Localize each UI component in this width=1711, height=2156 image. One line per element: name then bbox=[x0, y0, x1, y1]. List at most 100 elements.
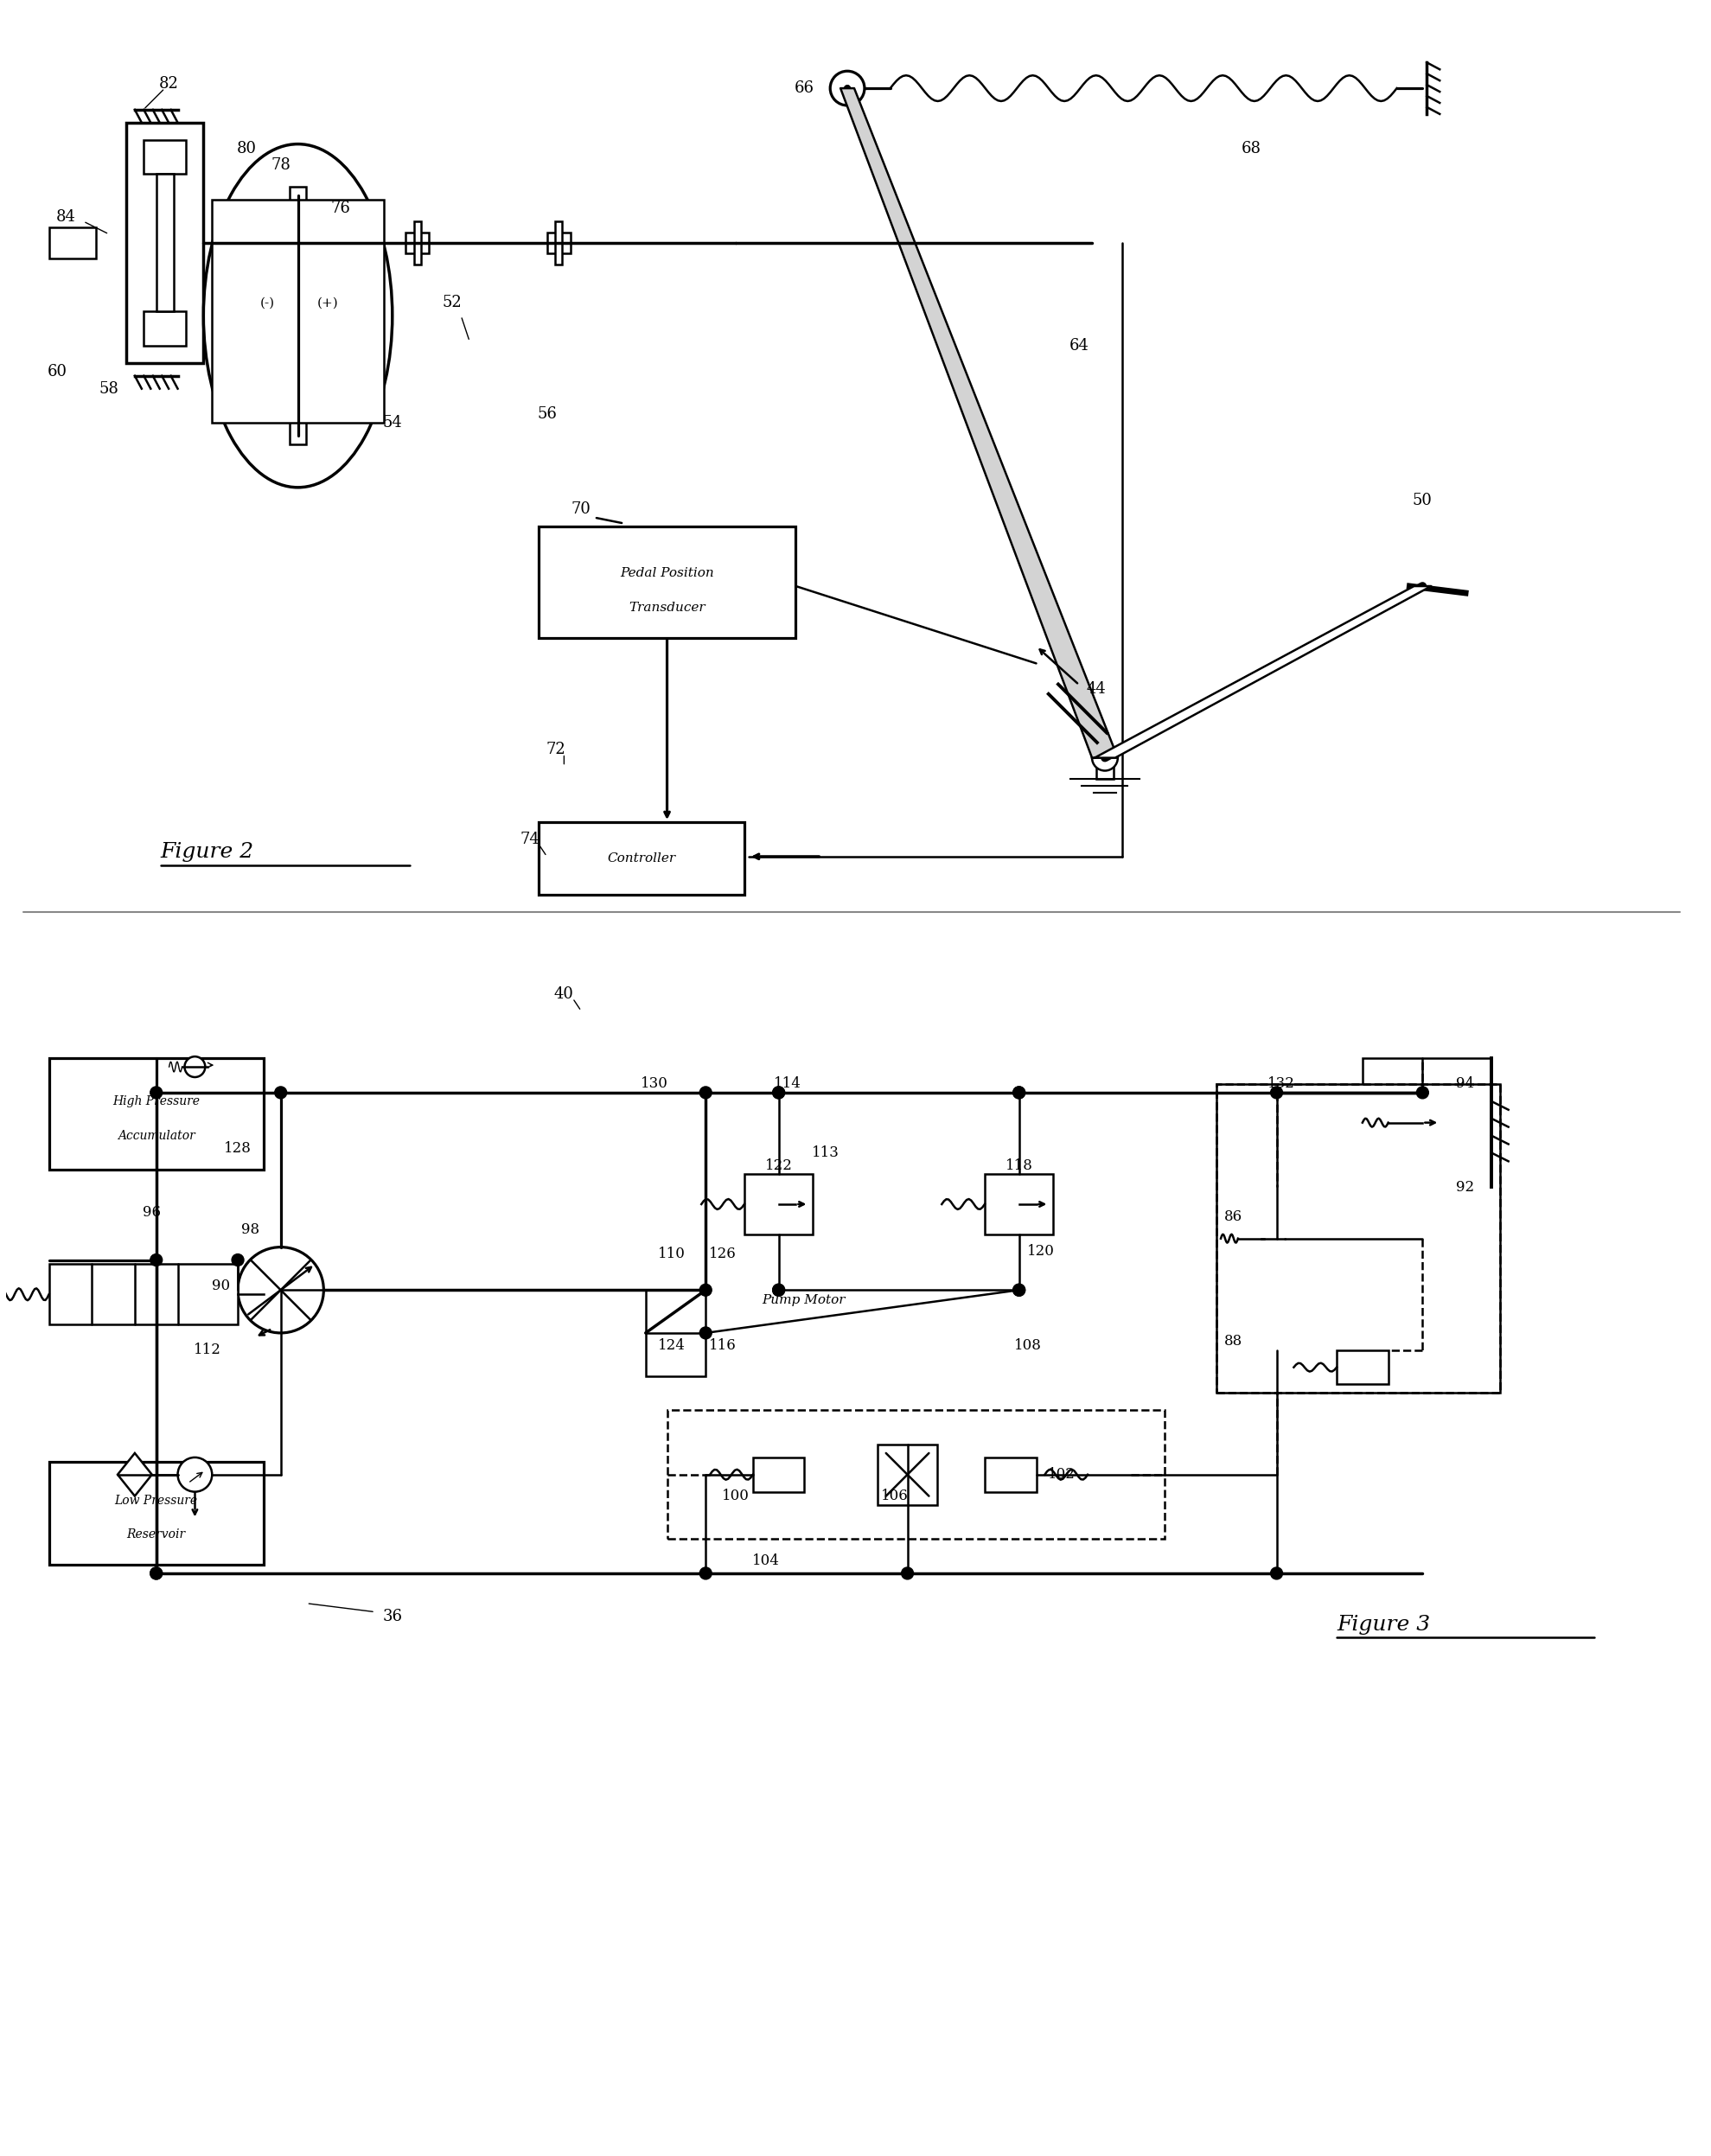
Bar bbox=[127, 123, 204, 362]
Polygon shape bbox=[1095, 586, 1430, 757]
Text: 100: 100 bbox=[722, 1488, 749, 1503]
Text: 40: 40 bbox=[554, 985, 573, 1003]
Text: 114: 114 bbox=[773, 1076, 801, 1091]
Circle shape bbox=[773, 1087, 785, 1100]
Text: 36: 36 bbox=[382, 1608, 402, 1623]
Bar bbox=[144, 140, 186, 175]
Circle shape bbox=[151, 1255, 163, 1266]
Circle shape bbox=[1092, 746, 1117, 770]
Text: 106: 106 bbox=[881, 1488, 909, 1503]
Text: Pedal Position: Pedal Position bbox=[619, 567, 713, 580]
Text: 130: 130 bbox=[640, 1076, 667, 1091]
Text: Controller: Controller bbox=[607, 852, 676, 865]
Bar bbox=[548, 233, 571, 252]
Text: Transducer: Transducer bbox=[628, 602, 705, 614]
Bar bbox=[744, 1175, 813, 1233]
Text: High Pressure: High Pressure bbox=[113, 1095, 200, 1108]
Circle shape bbox=[238, 1246, 323, 1332]
Bar bbox=[406, 233, 429, 252]
Text: (+): (+) bbox=[317, 298, 339, 308]
Bar bbox=[645, 1289, 705, 1376]
Text: Reservoir: Reservoir bbox=[127, 1529, 186, 1542]
Text: 132: 132 bbox=[1268, 1076, 1295, 1091]
Text: 96: 96 bbox=[144, 1205, 161, 1220]
Bar bbox=[1097, 765, 1114, 778]
Circle shape bbox=[178, 1457, 212, 1492]
Text: 84: 84 bbox=[56, 209, 75, 224]
Text: 90: 90 bbox=[212, 1279, 229, 1294]
Text: 98: 98 bbox=[241, 1222, 260, 1238]
Text: 74: 74 bbox=[520, 832, 539, 847]
Text: (-): (-) bbox=[260, 298, 275, 308]
Circle shape bbox=[773, 1285, 785, 1296]
Text: 72: 72 bbox=[546, 742, 565, 757]
Bar bbox=[144, 310, 186, 345]
Circle shape bbox=[1013, 1087, 1025, 1100]
Bar bbox=[156, 175, 173, 310]
Text: 104: 104 bbox=[753, 1552, 780, 1567]
Text: 102: 102 bbox=[1049, 1468, 1076, 1481]
Bar bbox=[556, 222, 563, 265]
Polygon shape bbox=[118, 1453, 152, 1496]
Circle shape bbox=[830, 71, 864, 106]
Text: 88: 88 bbox=[1225, 1335, 1242, 1350]
Bar bbox=[1336, 1350, 1388, 1384]
Circle shape bbox=[1271, 1087, 1283, 1100]
Text: 54: 54 bbox=[383, 416, 402, 431]
Text: 110: 110 bbox=[657, 1246, 684, 1261]
Circle shape bbox=[1013, 1285, 1025, 1296]
Text: 44: 44 bbox=[1086, 681, 1105, 696]
Text: 58: 58 bbox=[99, 382, 118, 397]
Text: 112: 112 bbox=[193, 1343, 221, 1358]
Text: 113: 113 bbox=[813, 1145, 840, 1160]
Text: 52: 52 bbox=[443, 295, 462, 310]
Text: Pump Motor: Pump Motor bbox=[761, 1294, 845, 1307]
Text: 116: 116 bbox=[708, 1339, 736, 1354]
Circle shape bbox=[151, 1087, 163, 1100]
Bar bbox=[539, 526, 796, 638]
Text: Accumulator: Accumulator bbox=[118, 1130, 195, 1141]
Circle shape bbox=[902, 1567, 914, 1580]
Circle shape bbox=[151, 1567, 163, 1580]
Text: 68: 68 bbox=[1240, 140, 1261, 155]
Text: 124: 124 bbox=[657, 1339, 684, 1354]
Text: 64: 64 bbox=[1069, 338, 1088, 354]
Bar bbox=[50, 1462, 263, 1565]
Text: Figure 3: Figure 3 bbox=[1336, 1615, 1430, 1634]
Text: Figure 2: Figure 2 bbox=[161, 843, 253, 862]
Text: 126: 126 bbox=[708, 1246, 736, 1261]
Text: 120: 120 bbox=[1027, 1244, 1054, 1259]
Polygon shape bbox=[840, 88, 1117, 757]
Circle shape bbox=[275, 1087, 287, 1100]
Bar bbox=[878, 1445, 938, 1505]
Text: 128: 128 bbox=[224, 1141, 252, 1156]
Text: 50: 50 bbox=[1413, 492, 1432, 509]
Ellipse shape bbox=[204, 144, 392, 487]
Text: 78: 78 bbox=[270, 157, 291, 172]
Text: 118: 118 bbox=[1006, 1158, 1033, 1173]
Text: 66: 66 bbox=[794, 80, 814, 97]
Circle shape bbox=[1271, 1567, 1283, 1580]
Text: 92: 92 bbox=[1456, 1179, 1475, 1194]
Circle shape bbox=[700, 1285, 712, 1296]
Circle shape bbox=[1013, 1087, 1025, 1100]
Bar bbox=[539, 821, 744, 895]
Circle shape bbox=[700, 1326, 712, 1339]
Text: 80: 80 bbox=[236, 140, 257, 155]
Text: 60: 60 bbox=[48, 364, 67, 379]
Circle shape bbox=[1417, 1087, 1429, 1100]
Bar bbox=[212, 201, 383, 423]
Circle shape bbox=[1013, 1285, 1025, 1296]
Text: 86: 86 bbox=[1225, 1210, 1242, 1225]
Circle shape bbox=[185, 1056, 205, 1078]
Bar bbox=[50, 1263, 238, 1324]
Bar bbox=[986, 1457, 1037, 1492]
Circle shape bbox=[700, 1567, 712, 1580]
Circle shape bbox=[231, 1255, 243, 1266]
Circle shape bbox=[700, 1087, 712, 1100]
Circle shape bbox=[773, 1285, 785, 1296]
Bar bbox=[753, 1457, 804, 1492]
Bar bbox=[50, 226, 96, 259]
Circle shape bbox=[1393, 1110, 1418, 1136]
Circle shape bbox=[1240, 1229, 1261, 1248]
